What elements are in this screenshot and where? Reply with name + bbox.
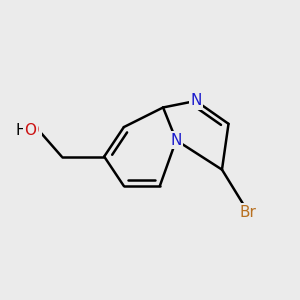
Text: O: O [25, 123, 37, 138]
Text: N: N [190, 93, 202, 108]
Text: N: N [170, 133, 182, 148]
Text: HO: HO [17, 123, 40, 138]
Text: H: H [15, 123, 26, 138]
Text: Br: Br [240, 205, 256, 220]
